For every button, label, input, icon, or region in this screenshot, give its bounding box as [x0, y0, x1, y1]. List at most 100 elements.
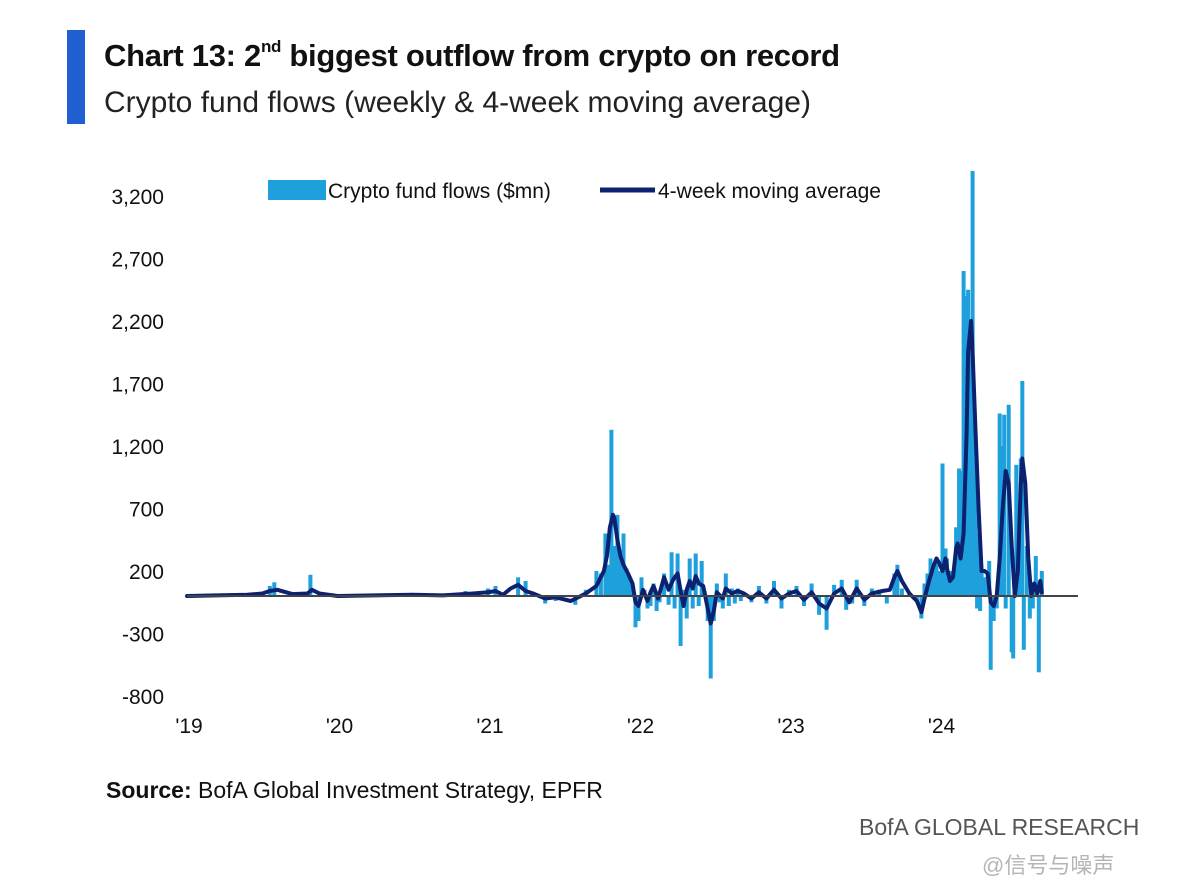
- flow-bar: [1033, 556, 1038, 596]
- flow-bar: [684, 596, 689, 619]
- flow-bar: [809, 583, 814, 596]
- y-tick-label: 2,700: [111, 249, 164, 272]
- axis-layer: 3,200 2,700 2,200 1,700 1,200 700 200 -300 -800 '…: [111, 186, 1078, 738]
- flow-bar: [708, 596, 713, 679]
- flow-bar: [648, 596, 653, 606]
- x-tick-label: '20: [326, 715, 353, 738]
- flow-bar: [687, 558, 692, 596]
- flow-bar: [937, 571, 942, 596]
- flow-bar: [824, 596, 829, 630]
- flow-bar: [1036, 596, 1041, 673]
- source-label: Source:: [106, 777, 192, 803]
- flow-bar: [627, 577, 632, 597]
- flow-bar: [884, 596, 889, 604]
- flow-bar: [1027, 596, 1032, 619]
- flow-bar: [612, 546, 617, 596]
- flow-bar: [726, 596, 731, 606]
- brand-label: BofA GLOBAL RESEARCH: [859, 814, 1140, 840]
- flow-bar: [624, 568, 629, 596]
- flow-bar: [931, 571, 936, 596]
- flow-bar: [978, 596, 983, 611]
- flow-bar: [666, 596, 671, 605]
- flow-bar: [723, 573, 728, 596]
- flow-bar: [720, 596, 725, 609]
- flow-bar: [672, 596, 677, 609]
- flow-bar: [696, 596, 701, 606]
- flow-bar: [678, 596, 683, 646]
- flow-bar: [892, 573, 897, 596]
- flow-bar: [681, 589, 686, 597]
- flow-bar: [1014, 464, 1019, 597]
- y-tick-label: 700: [129, 499, 164, 522]
- legend-swatch-bars: [268, 180, 326, 200]
- flow-bar: [945, 558, 949, 596]
- flow-bar: [997, 413, 1002, 596]
- flow-bar: [732, 596, 737, 604]
- flow-bar: [976, 533, 981, 596]
- flow-bar: [1021, 596, 1026, 650]
- source-note: Source: BofA Global Investment Strategy,…: [106, 777, 603, 804]
- flow-bar: [982, 577, 987, 597]
- flow-bar: [940, 463, 945, 596]
- flow-bar: [717, 596, 722, 603]
- flow-bar: [832, 584, 837, 597]
- flow-bar: [988, 596, 993, 670]
- flow-bar: [609, 429, 614, 597]
- flow-bar: [738, 596, 743, 601]
- flow-bar: [690, 596, 695, 609]
- flow-bar: [844, 596, 849, 610]
- chart-subtitle: Crypto fund flows (weekly & 4-week movin…: [104, 86, 811, 119]
- title-prefix: Chart 13: 2: [104, 38, 261, 73]
- moving-average-line: [185, 319, 1044, 626]
- flow-bar: [1003, 596, 1008, 609]
- flow-bar: [699, 561, 704, 596]
- flow-bar: [662, 573, 667, 596]
- y-tick-label: 1,700: [111, 374, 164, 397]
- flow-bar: [991, 596, 996, 621]
- x-tick-label: '23: [777, 715, 804, 738]
- y-tick-label: 2,200: [111, 311, 164, 334]
- flow-bar: [606, 564, 611, 597]
- flow-bar: [618, 558, 623, 596]
- flow-bar: [1011, 596, 1016, 659]
- legend-label-line: 4-week moving average: [658, 180, 881, 203]
- flow-bar: [899, 588, 904, 596]
- flow-bar: [958, 471, 963, 596]
- flow-bar: [922, 583, 927, 596]
- flow-bar: [639, 577, 644, 597]
- x-tick-label: '21: [476, 715, 503, 738]
- flow-bar: [951, 577, 955, 597]
- y-tick-label: 3,200: [111, 186, 164, 209]
- flow-bar: [975, 596, 980, 609]
- x-tick-label: '24: [928, 715, 956, 738]
- flow-bar: [615, 514, 620, 597]
- flow-bar: [961, 271, 966, 596]
- flow-bar: [669, 552, 674, 597]
- flow-bar: [654, 596, 659, 611]
- flow-bar: [779, 596, 784, 609]
- legend: Crypto fund flows ($mn) 4-week moving av…: [268, 180, 881, 203]
- y-tick-label: -300: [122, 624, 164, 647]
- flow-bar: [973, 496, 978, 596]
- y-tick-label: 1,200: [111, 436, 164, 459]
- flow-bar: [636, 596, 641, 621]
- flow-bar: [598, 573, 603, 596]
- flow-bar: [308, 574, 313, 597]
- title-suffix: biggest outflow from crypto on record: [281, 38, 840, 73]
- flow-bar: [895, 564, 900, 597]
- flow-bar: [1024, 546, 1029, 596]
- y-tick-label: 200: [129, 561, 164, 584]
- watermark: @信号与噪声: [982, 853, 1115, 878]
- flow-bar: [948, 571, 952, 596]
- y-tick-label: -800: [122, 686, 164, 709]
- title-superscript: nd: [260, 37, 282, 56]
- x-tick-label: '22: [627, 715, 654, 738]
- legend-label-bars: Crypto fund flows ($mn): [328, 180, 551, 203]
- flow-bar: [633, 596, 638, 628]
- bars-layer: [267, 171, 1044, 679]
- flow-bar: [979, 571, 984, 596]
- chart-title: Chart 13: 2nd biggest outflow from crypt…: [104, 38, 840, 74]
- flow-bar: [714, 583, 719, 596]
- x-tick-label: '19: [175, 715, 202, 738]
